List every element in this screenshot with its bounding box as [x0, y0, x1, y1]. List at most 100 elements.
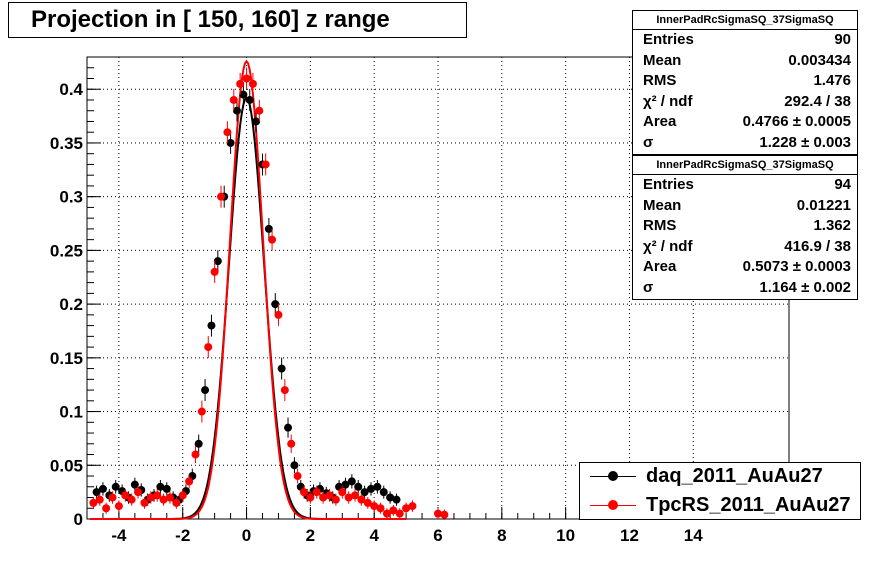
data-point: [159, 495, 168, 504]
data-point: [373, 482, 382, 491]
data-point: [217, 192, 226, 201]
data-point: [153, 491, 162, 500]
legend-entry-daq: daq_2011_AuAu27: [580, 463, 860, 491]
stats-row-rms: RMS 1.476: [643, 72, 851, 90]
data-point: [102, 504, 111, 513]
data-point: [98, 484, 107, 493]
data-point: [312, 488, 321, 497]
data-point: [226, 138, 235, 147]
data-point: [223, 128, 232, 137]
data-point: [197, 407, 206, 416]
data-point: [121, 491, 130, 500]
data-point: [261, 160, 270, 169]
y-tick-label: 0.35: [50, 134, 83, 153]
data-point: [274, 310, 283, 319]
data-point: [213, 257, 222, 266]
data-point: [284, 423, 293, 432]
legend-swatch-marker: [608, 471, 618, 481]
chart-title: Projection in [ 150, 160] z range: [8, 2, 467, 38]
data-point: [130, 480, 139, 489]
data-point: [440, 510, 449, 519]
stats-row-area: Area 0.5073 ± 0.0003: [643, 258, 851, 276]
data-point: [331, 495, 340, 504]
series-daq_2011_AuAu27: [92, 83, 401, 506]
data-point: [232, 106, 241, 115]
stats-row-chi2: χ² / ndf 416.9 / 38: [643, 237, 851, 255]
stats-header: InnerPadRcSigmaSQ_37SigmaSQ: [633, 11, 857, 30]
data-point: [341, 480, 350, 489]
data-point: [325, 491, 334, 500]
legend-entry-tpcrs: TpcRS_2011_AuAu27: [580, 492, 860, 520]
y-tick-label: 0.25: [50, 241, 83, 260]
data-point: [201, 386, 210, 395]
data-point: [194, 439, 203, 448]
y-tick-label: 0.1: [59, 403, 83, 422]
data-point: [245, 95, 254, 104]
data-point: [134, 488, 143, 497]
data-point: [239, 90, 248, 99]
legend-label: TpcRS_2011_AuAu27: [646, 494, 851, 516]
data-point: [434, 509, 442, 518]
legend-label: daq_2011_AuAu27: [646, 465, 823, 487]
series-TpcRS_2011_AuAu27: [89, 67, 449, 520]
data-point: [89, 498, 98, 507]
legend-swatch-marker: [608, 500, 618, 510]
data-point: [146, 493, 155, 502]
x-tick-label: -4: [111, 526, 127, 545]
stats-row-area: Area 0.4766 ± 0.0005: [643, 113, 851, 131]
data-point: [382, 509, 391, 518]
data-point: [162, 484, 171, 493]
x-tick-label: -2: [175, 526, 190, 545]
stats-row-entries: Entries 90: [643, 31, 851, 48]
data-point: [271, 300, 280, 309]
data-point: [293, 472, 302, 481]
x-tick-label: 14: [684, 526, 703, 545]
data-point: [111, 482, 120, 491]
stats-row-chi2: χ² / ndf 292.4 / 38: [643, 92, 851, 110]
data-point: [204, 343, 213, 352]
stats-row-mean: Mean 0.003434: [643, 51, 851, 69]
y-tick-label: 0.15: [50, 349, 83, 368]
data-point: [379, 488, 388, 497]
data-point: [229, 95, 238, 104]
x-tick-label: 4: [369, 526, 379, 545]
legend: daq_2011_AuAu27 TpcRS_2011_AuAu27: [579, 462, 861, 520]
data-point: [287, 439, 296, 448]
data-point: [357, 495, 366, 504]
stats-box-tpcrs: InnerPadRcSigmaSQ_37SigmaSQ Entries 94 Me…: [632, 155, 858, 300]
data-point: [268, 235, 277, 244]
fit-curves: [90, 59, 407, 520]
stats-row-entries: Entries 94: [643, 176, 851, 193]
data-point: [280, 386, 289, 395]
data-point: [386, 493, 395, 502]
data-point: [402, 504, 411, 513]
data-points: [89, 67, 449, 520]
data-point: [366, 484, 375, 493]
data-point: [185, 477, 194, 486]
fit-curve: [90, 96, 407, 520]
x-tick-label: 6: [433, 526, 442, 545]
data-point: [395, 509, 404, 518]
data-point: [207, 321, 216, 330]
stats-box-daq: InnerPadRcSigmaSQ_37SigmaSQ Entries 90 Me…: [632, 10, 858, 155]
y-tick-label: 0.05: [50, 456, 83, 475]
data-point: [347, 477, 356, 486]
data-point: [242, 74, 251, 83]
stats-row-sigma: σ 1.164 ± 0.002: [643, 278, 851, 296]
x-tick-label: 2: [306, 526, 315, 545]
x-tick-label: 8: [497, 526, 506, 545]
data-point: [306, 493, 315, 502]
data-point: [360, 488, 369, 497]
data-point: [165, 493, 174, 502]
data-point: [363, 498, 372, 507]
data-point: [299, 488, 308, 497]
data-point: [376, 504, 385, 513]
data-point: [127, 495, 136, 504]
data-point: [344, 493, 353, 502]
x-tick-label: 0: [242, 526, 251, 545]
data-point: [172, 498, 181, 507]
data-point: [156, 482, 165, 491]
data-point: [114, 502, 123, 511]
data-point: [370, 502, 379, 511]
data-point: [92, 488, 101, 497]
